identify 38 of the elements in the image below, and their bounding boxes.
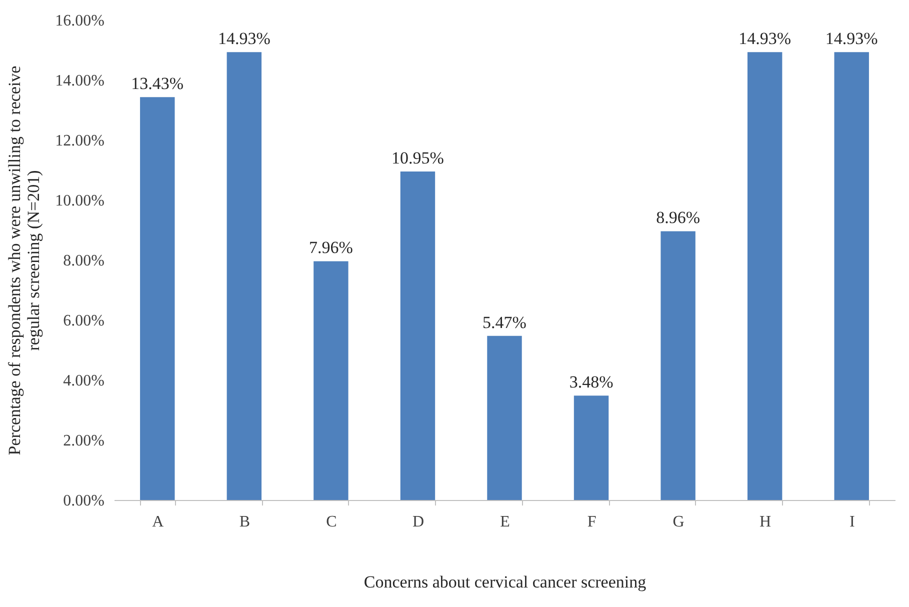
x-tick-label: F [587, 514, 596, 530]
y-tick-label: 0.00% [63, 492, 104, 510]
x-axis-title: Concerns about cervical cancer screening [364, 572, 647, 592]
data-label: 14.93% [218, 29, 270, 48]
y-tick-label: 2.00% [63, 432, 104, 450]
data-label: 8.96% [656, 208, 700, 228]
data-label: 13.43% [131, 74, 184, 94]
x-tick-label: C [326, 514, 337, 530]
y-tick-label: 16.00% [55, 12, 104, 30]
bar [834, 52, 869, 500]
bar [400, 172, 436, 500]
bar [660, 231, 696, 500]
y-tick-label: 12.00% [55, 132, 104, 150]
data-label: 3.48% [569, 372, 614, 392]
x-tick-label: B [239, 514, 250, 530]
bar [226, 52, 262, 500]
x-tick-label: D [412, 514, 424, 530]
y-tick-label: 10.00% [55, 192, 104, 210]
y-tick-label: 8.00% [63, 252, 104, 270]
x-tick-label: I [849, 514, 855, 530]
x-tick-label: A [152, 514, 164, 530]
bar [140, 97, 175, 500]
data-label: 7.96% [308, 238, 353, 258]
x-tick-label: E [500, 514, 510, 530]
data-label: 5.47% [482, 312, 526, 332]
bar [487, 336, 522, 500]
data-label: 10.95% [392, 148, 444, 168]
data-label: 14.93% [738, 29, 792, 48]
y-axis-title: Percentage of respondents who were unwilling to receive regular screening (N=201) [5, 66, 44, 456]
x-tick-label: H [760, 514, 772, 530]
bar [747, 52, 782, 500]
x-tick-label: G [672, 514, 685, 530]
y-tick-label: 4.00% [63, 372, 104, 390]
y-tick-label: 14.00% [55, 72, 104, 90]
bar [314, 261, 348, 500]
data-label: 14.93% [825, 29, 878, 48]
bar [574, 396, 609, 500]
y-tick-label: 6.00% [63, 312, 104, 330]
